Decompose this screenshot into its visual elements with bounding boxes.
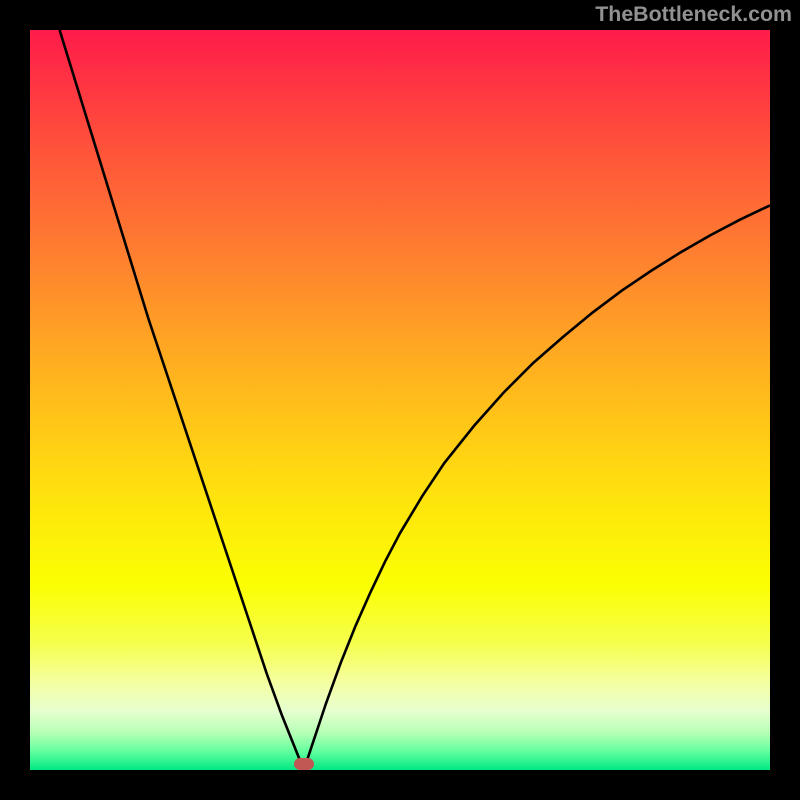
curve-path [60, 30, 770, 770]
bottleneck-curve [30, 30, 770, 770]
minimum-marker [294, 758, 314, 770]
watermark-text: TheBottleneck.com [595, 2, 792, 27]
chart-canvas: TheBottleneck.com [0, 0, 800, 800]
plot-area [30, 30, 770, 770]
